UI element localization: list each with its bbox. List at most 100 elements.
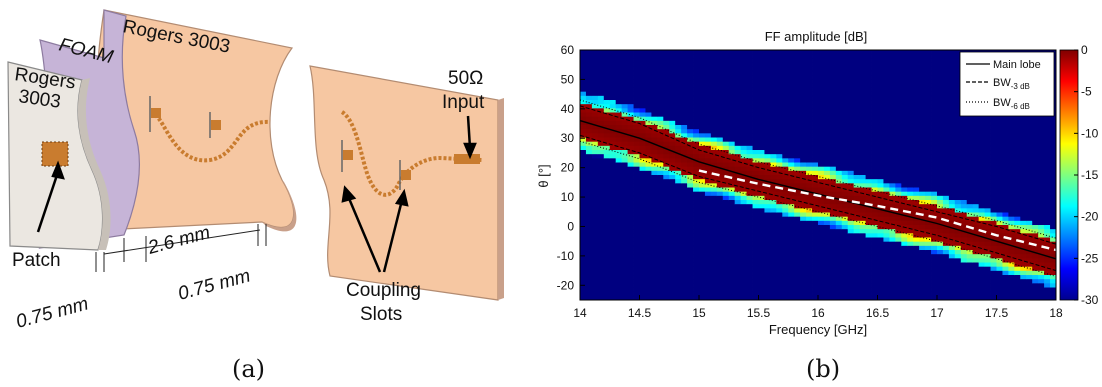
- heat-cell: [1014, 200, 1021, 205]
- heat-cell: [734, 291, 742, 297]
- heat-cell: [704, 191, 712, 197]
- heat-cell: [853, 79, 861, 84]
- heat-cell: [823, 229, 831, 234]
- heat-cell: [812, 275, 819, 280]
- heat-cell: [966, 116, 974, 122]
- heat-cell: [758, 254, 765, 259]
- heat-cell: [758, 187, 765, 193]
- heat-cell: [633, 58, 640, 63]
- heat-cell: [782, 137, 789, 143]
- heat-cell: [978, 254, 985, 259]
- heat-cell: [1020, 241, 1027, 247]
- heat-cell: [580, 66, 587, 72]
- heat-cell: [1032, 150, 1039, 155]
- heat-cell: [835, 254, 843, 259]
- heat-cell: [829, 291, 837, 297]
- heat-cell: [657, 212, 664, 218]
- heat-cell: [710, 287, 718, 293]
- heat-cell: [687, 112, 694, 118]
- heat-cell: [883, 133, 890, 138]
- heat-cell: [675, 220, 682, 226]
- heat-cell: [681, 237, 688, 243]
- heat-cell: [800, 145, 807, 151]
- heat-cell: [591, 287, 599, 293]
- heat-cell: [1008, 175, 1015, 180]
- heat-cell: [1008, 270, 1015, 276]
- heat-cell: [693, 87, 700, 93]
- heat-cell: [734, 70, 742, 76]
- heat-cell: [937, 116, 944, 122]
- heat-cell: [788, 62, 795, 68]
- heat-cell: [633, 195, 640, 201]
- heat-cell: [794, 83, 801, 88]
- heat-cell: [829, 54, 837, 59]
- heat-cell: [847, 145, 855, 151]
- heat-cell: [758, 104, 765, 109]
- heat-cell: [913, 75, 920, 80]
- heat-cell: [823, 104, 831, 109]
- heat-cell: [585, 183, 593, 188]
- heat-cell: [722, 137, 730, 143]
- heat-cell: [693, 75, 700, 80]
- heat-cell: [931, 195, 938, 201]
- heat-cell: [728, 220, 736, 226]
- heat-cell: [895, 270, 902, 276]
- heat-cell: [913, 291, 920, 297]
- heat-cell: [948, 108, 956, 113]
- heat-cell: [937, 62, 944, 68]
- heat-cell: [639, 229, 646, 234]
- heat-cell: [931, 179, 938, 184]
- heat-cell: [913, 175, 920, 180]
- heat-cell: [877, 279, 884, 284]
- heat-cell: [609, 141, 617, 147]
- heat-cell: [1050, 195, 1056, 201]
- heat-cell: [966, 150, 974, 155]
- heat-cell: [764, 145, 771, 151]
- heat-cell: [663, 116, 670, 122]
- heat-cell: [740, 195, 747, 201]
- heat-cell: [621, 158, 628, 163]
- heat-cell: [776, 62, 783, 68]
- heat-cell: [966, 233, 974, 238]
- heat-cell: [996, 175, 1003, 180]
- heat-cell: [752, 112, 759, 118]
- heat-cell: [812, 295, 819, 300]
- heat-cell: [1050, 275, 1056, 280]
- heat-cell: [937, 162, 944, 168]
- heat-cell: [829, 70, 837, 76]
- heat-cell: [651, 175, 658, 180]
- heat-cell: [633, 245, 640, 251]
- heat-cell: [931, 258, 938, 263]
- heat-cell: [877, 187, 884, 193]
- heat-cell: [710, 208, 718, 213]
- heat-cell: [942, 216, 950, 222]
- heat-cell: [722, 145, 730, 151]
- heat-cell: [1008, 245, 1015, 251]
- heat-cell: [704, 158, 712, 163]
- heat-cell: [1002, 195, 1009, 201]
- heat-cell: [776, 133, 783, 138]
- heat-cell: [770, 154, 777, 159]
- heat-cell: [681, 75, 688, 80]
- heat-cell: [901, 291, 908, 297]
- heat-cell: [925, 191, 932, 197]
- heat-cell: [853, 120, 861, 126]
- heat-cell: [972, 183, 980, 188]
- heat-cell: [716, 287, 724, 293]
- heat-cell: [710, 116, 718, 122]
- heat-cell: [978, 266, 985, 272]
- heat-cell: [948, 204, 956, 209]
- heat-cell: [948, 275, 956, 280]
- heat-cell: [966, 179, 974, 184]
- heat-cell: [794, 262, 801, 268]
- heat-cell: [740, 133, 747, 138]
- heat-cell: [990, 170, 997, 176]
- heat-cell: [948, 95, 956, 101]
- heat-cell: [978, 295, 985, 300]
- heat-cell: [942, 187, 950, 193]
- heat-cell: [716, 208, 724, 213]
- heat-cell: [853, 191, 861, 197]
- heat-cell: [895, 266, 902, 272]
- heat-cell: [699, 179, 706, 184]
- heat-cell: [984, 166, 991, 172]
